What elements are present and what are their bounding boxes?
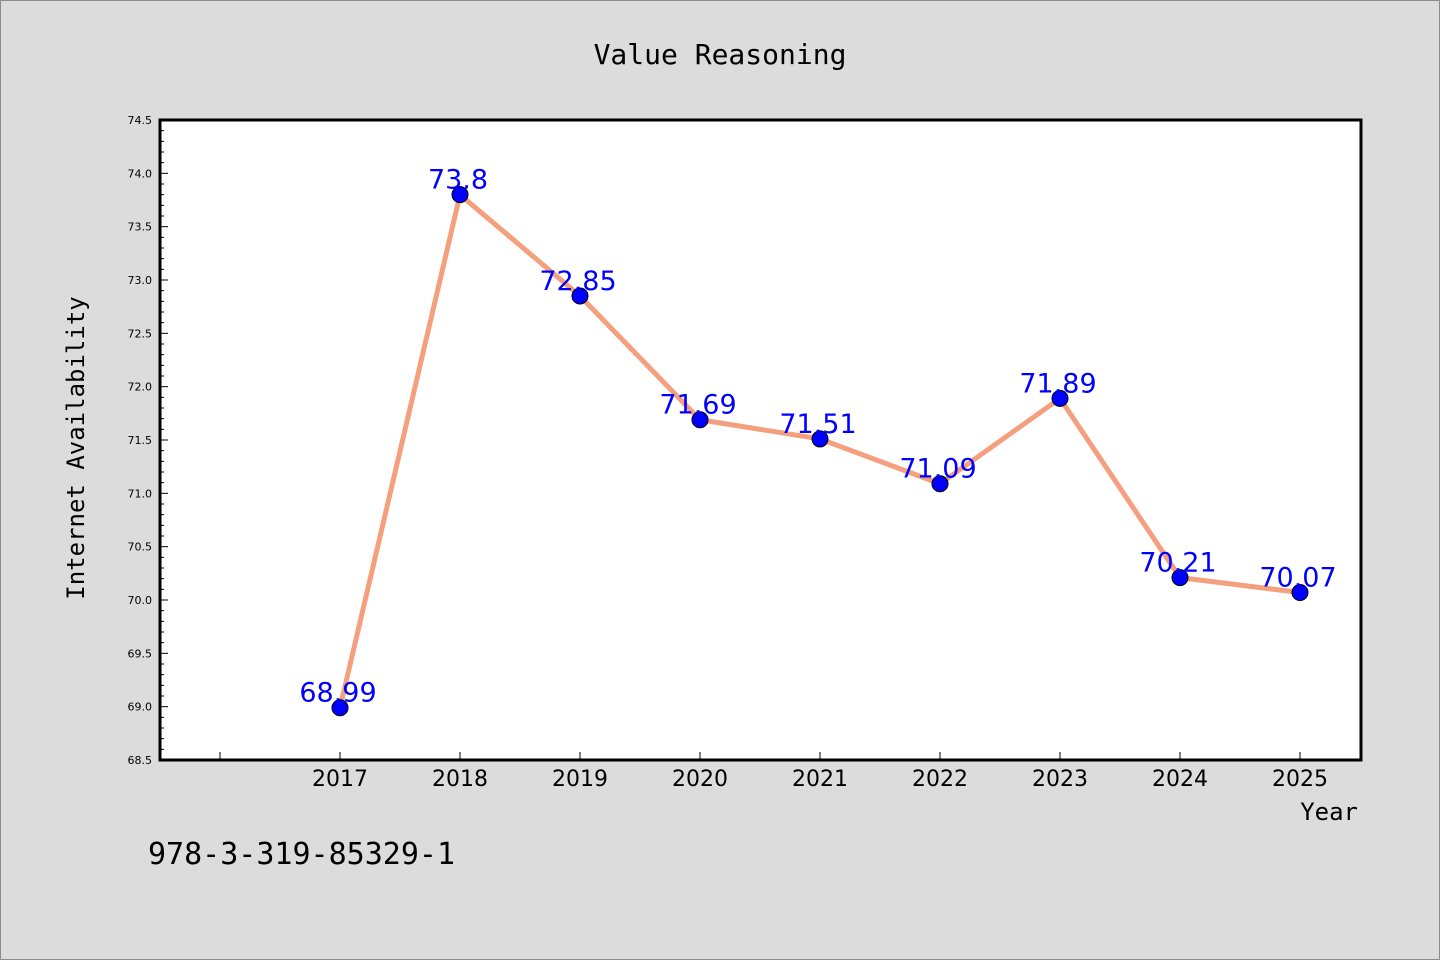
data-label: 71.09 — [899, 454, 976, 485]
x-tick-label: 2021 — [792, 767, 848, 792]
data-label: 71.89 — [1019, 368, 1096, 399]
data-point-marker — [451, 186, 469, 204]
data-label: 71.51 — [779, 409, 856, 440]
footer-code: 978-3-319-85329-1 — [148, 837, 455, 872]
data-label: 72.85 — [539, 266, 616, 297]
data-point-marker — [331, 699, 349, 717]
x-tick-label: 2025 — [1272, 767, 1328, 792]
y-tick-label: 69.5 — [128, 647, 153, 660]
data-label: 71.69 — [659, 390, 736, 421]
y-tick-label: 71.5 — [128, 434, 153, 447]
data-point-marker — [1171, 569, 1189, 587]
data-label: 70.07 — [1259, 563, 1336, 594]
data-label: 70.21 — [1139, 548, 1216, 579]
y-tick-label: 73.5 — [128, 221, 153, 234]
x-tick-label: 2017 — [312, 767, 368, 792]
data-point-marker — [571, 287, 589, 305]
data-label: 73.8 — [428, 165, 488, 196]
x-tick-label: 2020 — [672, 767, 728, 792]
y-tick-label: 69.0 — [128, 701, 153, 714]
data-point-marker — [931, 475, 949, 493]
data-point-marker — [811, 430, 829, 448]
plot-area — [158, 118, 1363, 762]
y-tick-label: 71.0 — [128, 487, 153, 500]
chart-title: Value Reasoning — [594, 38, 847, 71]
x-axis-label: Year — [1300, 798, 1358, 826]
y-axis-ticks: 68.5 69.0 69.5 70.0 70.5 71.0 71.5 72.0 72.5 73.0… — [128, 114, 168, 767]
data-point-marker — [691, 411, 709, 429]
y-tick-label: 68.5 — [128, 754, 153, 767]
y-tick-label: 70.5 — [128, 541, 153, 554]
y-tick-label: 74.5 — [128, 114, 153, 127]
data-label: 68.99 — [299, 678, 376, 709]
x-tick-label: 2023 — [1032, 767, 1088, 792]
x-axis-ticks: 2017 2018 2019 2020 2021 2022 2023 2024 2025 — [219, 752, 1328, 792]
series-line-group: 68.99 73.8 72.85 71.69 71.51 71.09 71.89 70.21 7… — [299, 165, 1337, 717]
y-tick-label: 70.0 — [128, 594, 153, 607]
y-tick-label: 74.0 — [128, 167, 153, 180]
x-tick-label: 2024 — [1152, 767, 1208, 792]
x-tick-label: 2018 — [432, 767, 488, 792]
y-tick-label: 73.0 — [128, 274, 153, 287]
x-tick-label: 2022 — [912, 767, 968, 792]
data-point-marker — [1051, 389, 1069, 407]
x-tick-label: 2019 — [552, 767, 608, 792]
data-point-marker — [1291, 584, 1309, 602]
y-tick-label: 72.0 — [128, 381, 153, 394]
y-tick-label: 72.5 — [128, 327, 153, 340]
y-axis-label: Internet Availability — [62, 296, 90, 599]
